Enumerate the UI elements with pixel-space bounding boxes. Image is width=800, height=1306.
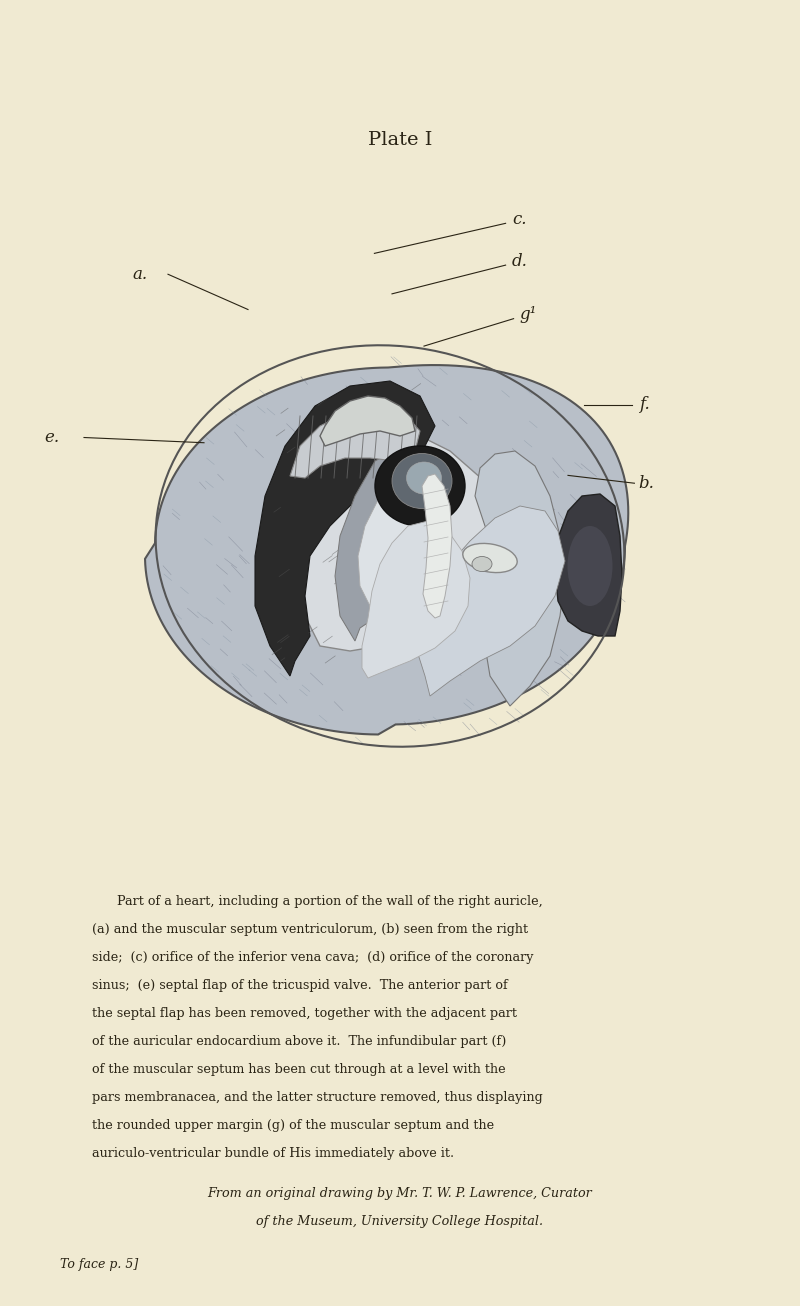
Text: Plate I: Plate I bbox=[368, 131, 432, 149]
Polygon shape bbox=[320, 396, 415, 447]
Polygon shape bbox=[255, 381, 435, 677]
Text: a.: a. bbox=[133, 265, 147, 283]
Text: of the Museum, University College Hospital.: of the Museum, University College Hospit… bbox=[257, 1216, 543, 1229]
Ellipse shape bbox=[472, 556, 492, 572]
Text: c.: c. bbox=[513, 210, 527, 229]
Polygon shape bbox=[422, 474, 452, 618]
Text: of the auricular endocardium above it.  The infundibular part (f): of the auricular endocardium above it. T… bbox=[92, 1034, 506, 1047]
Text: auriculo-ventricular bundle of His immediately above it.: auriculo-ventricular bundle of His immed… bbox=[92, 1147, 454, 1160]
Ellipse shape bbox=[375, 447, 465, 526]
Text: sinus;  (e) septal flap of the tricuspid valve.  The anterior part of: sinus; (e) septal flap of the tricuspid … bbox=[92, 980, 508, 991]
Text: To face p. 5]: To face p. 5] bbox=[60, 1258, 138, 1271]
Ellipse shape bbox=[567, 526, 613, 606]
Polygon shape bbox=[418, 505, 565, 696]
Text: the rounded upper margin (g) of the muscular septum and the: the rounded upper margin (g) of the musc… bbox=[92, 1119, 494, 1132]
Polygon shape bbox=[290, 406, 420, 478]
Ellipse shape bbox=[392, 453, 452, 508]
Polygon shape bbox=[475, 451, 565, 707]
Text: d.: d. bbox=[512, 252, 528, 270]
Polygon shape bbox=[358, 475, 445, 606]
Text: g¹: g¹ bbox=[519, 306, 537, 324]
Text: From an original drawing by Mr. T. W. P. Lawrence, Curator: From an original drawing by Mr. T. W. P.… bbox=[208, 1187, 592, 1200]
Polygon shape bbox=[555, 494, 622, 636]
Polygon shape bbox=[295, 426, 510, 650]
Ellipse shape bbox=[406, 462, 442, 494]
Text: of the muscular septum has been cut through at a level with the: of the muscular septum has been cut thro… bbox=[92, 1063, 506, 1076]
Ellipse shape bbox=[463, 543, 517, 572]
Text: Part of a heart, including a portion of the wall of the right auricle,: Part of a heart, including a portion of … bbox=[117, 895, 542, 908]
Polygon shape bbox=[145, 366, 628, 734]
Text: (a) and the muscular septum ventriculorum, (b) seen from the right: (a) and the muscular septum ventriculoru… bbox=[92, 922, 528, 935]
Text: the septal flap has been removed, together with the adjacent part: the septal flap has been removed, togeth… bbox=[92, 1007, 517, 1020]
Polygon shape bbox=[335, 448, 450, 641]
Text: side;  (c) orifice of the inferior vena cava;  (d) orifice of the coronary: side; (c) orifice of the inferior vena c… bbox=[92, 951, 534, 964]
Text: pars membranacea, and the latter structure removed, thus displaying: pars membranacea, and the latter structu… bbox=[92, 1092, 542, 1104]
Text: f.: f. bbox=[638, 396, 650, 414]
Polygon shape bbox=[362, 521, 470, 678]
Text: e.: e. bbox=[45, 428, 59, 447]
Text: b.: b. bbox=[638, 474, 654, 492]
